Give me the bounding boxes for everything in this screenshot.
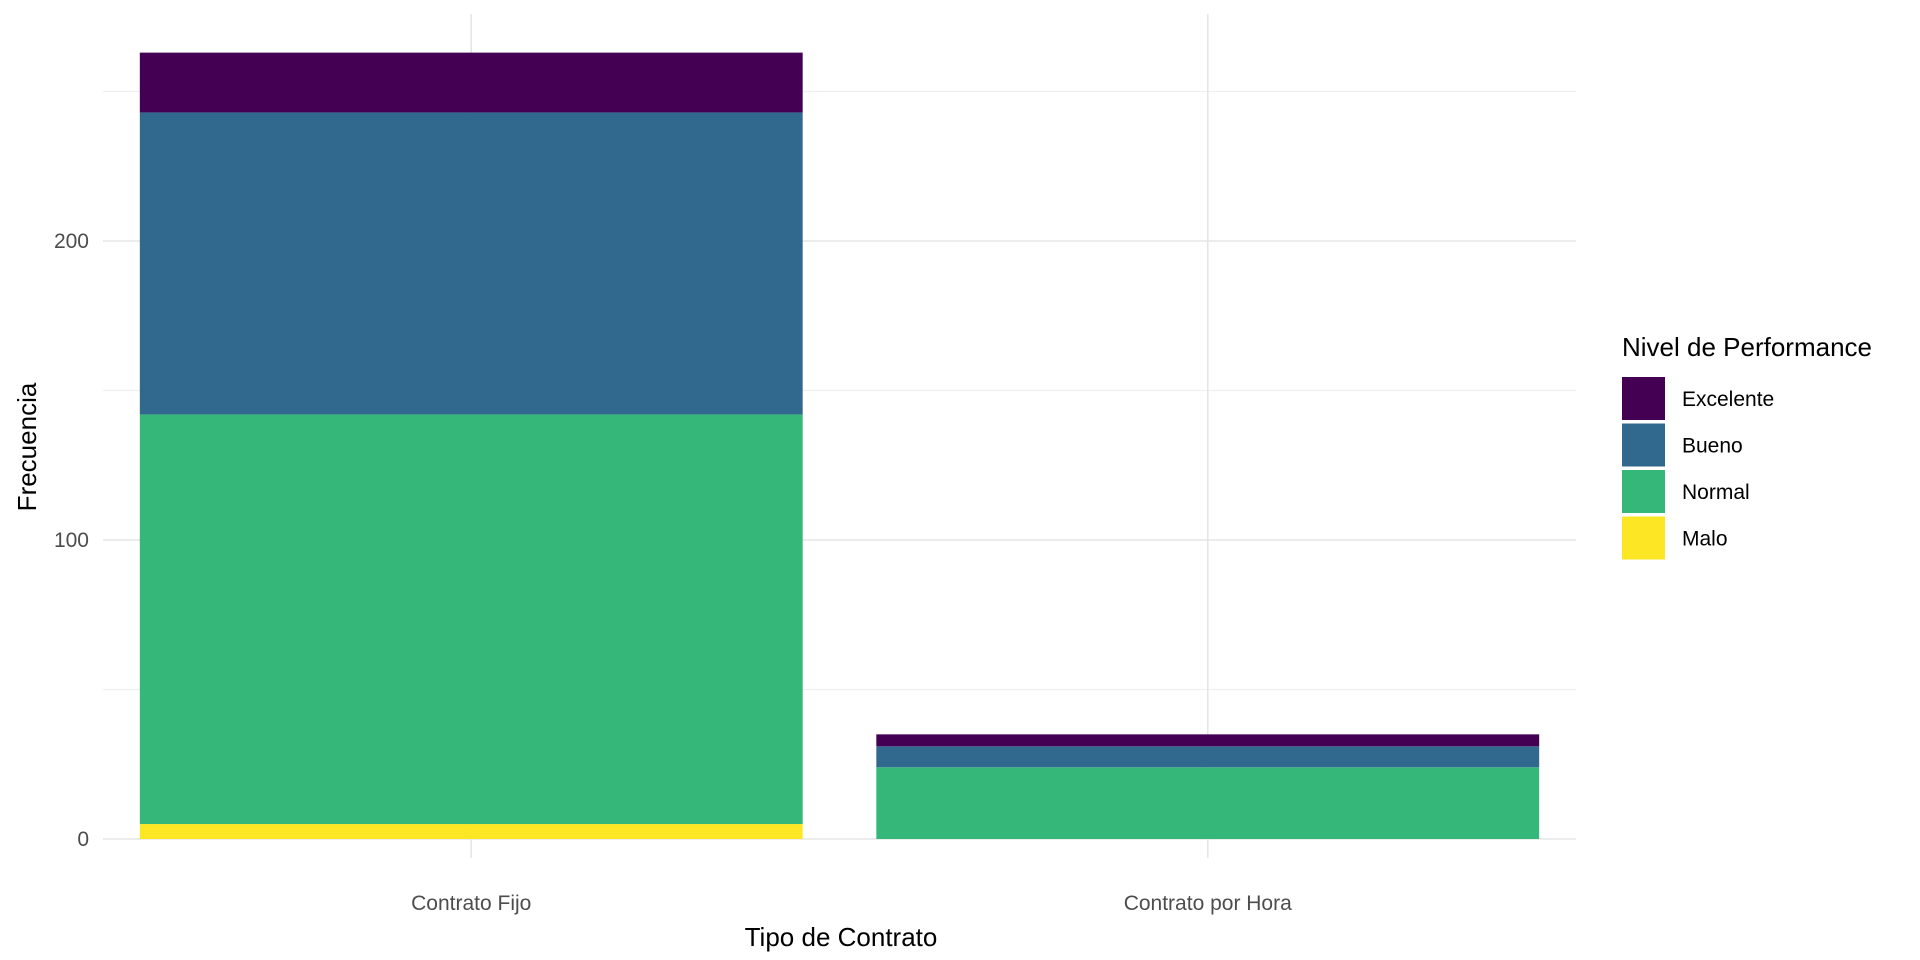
bar-segment-normal	[876, 767, 1540, 839]
bars	[139, 52, 1540, 839]
legend-swatch-excelente	[1622, 377, 1665, 420]
y-tick-label: 100	[54, 529, 89, 552]
legend-swatch-malo	[1622, 516, 1665, 560]
y-axis-title: Frecuencia	[12, 382, 42, 511]
y-axis-ticks: 0 100 200	[54, 230, 89, 851]
bar-segment-malo	[139, 824, 803, 839]
x-tick-label: Contrato Fijo	[411, 892, 531, 915]
bar-segment-excelente	[139, 52, 803, 113]
y-tick-label: 200	[54, 230, 89, 253]
legend-swatch-bueno	[1622, 423, 1665, 467]
x-axis-title: Tipo de Contrato	[745, 922, 938, 952]
legend-swatch-normal	[1622, 470, 1665, 513]
x-axis-ticks: Contrato Fijo Contrato por Hora	[411, 892, 1292, 915]
legend-label-normal: Normal	[1682, 481, 1750, 504]
bar-segment-excelente	[876, 734, 1540, 747]
legend-label-excelente: Excelente	[1682, 388, 1774, 411]
legend-title: Nivel de Performance	[1622, 332, 1872, 362]
legend-label-malo: Malo	[1682, 528, 1728, 551]
legend: Nivel de Performance Excelente Bueno Norma…	[1622, 332, 1872, 560]
bar-segment-bueno	[139, 112, 803, 415]
legend-label-bueno: Bueno	[1682, 435, 1743, 458]
y-tick-label: 0	[77, 828, 89, 851]
bar-segment-normal	[139, 414, 803, 825]
bar-segment-bueno	[876, 746, 1540, 768]
x-tick-label: Contrato por Hora	[1124, 892, 1292, 915]
